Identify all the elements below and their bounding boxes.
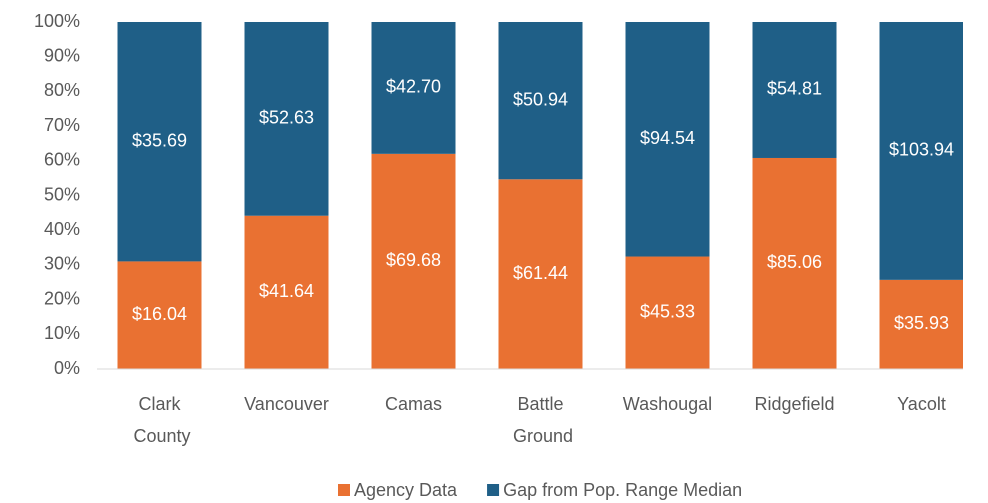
legend-swatch bbox=[487, 484, 500, 496]
bar-segment bbox=[117, 261, 202, 369]
legend-label: Agency Data bbox=[354, 480, 458, 500]
bar-segment bbox=[879, 279, 963, 369]
y-tick-label: 20% bbox=[44, 288, 80, 308]
y-tick-label: 60% bbox=[44, 150, 80, 170]
data-label: $103.94 bbox=[889, 140, 954, 160]
x-tick-label: Yacolt bbox=[897, 394, 946, 414]
y-tick-label: 50% bbox=[44, 184, 80, 204]
data-label: $94.54 bbox=[640, 128, 695, 148]
x-tick-label: Vancouver bbox=[244, 394, 329, 414]
y-tick-label: 90% bbox=[44, 45, 80, 65]
bar-segment bbox=[371, 153, 456, 369]
x-tick-label: Camas bbox=[385, 394, 442, 414]
data-label: $54.81 bbox=[767, 79, 822, 99]
bar-segment bbox=[244, 215, 329, 369]
y-tick-label: 0% bbox=[54, 358, 80, 378]
data-label: $41.64 bbox=[259, 281, 314, 301]
bar-segment bbox=[117, 22, 202, 262]
x-tick-label: Clark County bbox=[128, 394, 190, 446]
bar-segment bbox=[752, 22, 837, 158]
data-label: $16.04 bbox=[132, 304, 187, 324]
legend-swatch bbox=[338, 484, 350, 496]
data-label: $61.44 bbox=[513, 263, 568, 283]
data-label: $35.69 bbox=[132, 130, 187, 150]
bar-segment bbox=[752, 157, 837, 369]
x-tick-label: Ridgefield bbox=[754, 394, 834, 414]
x-tick-label: Washougal bbox=[623, 394, 712, 414]
data-label: $45.33 bbox=[640, 302, 695, 322]
bar-segment bbox=[625, 22, 710, 257]
data-label: $50.94 bbox=[513, 89, 568, 109]
y-tick-label: 70% bbox=[44, 115, 80, 135]
bar-segment bbox=[879, 22, 963, 280]
y-tick-label: 80% bbox=[44, 80, 80, 100]
bar-segment bbox=[498, 179, 583, 369]
plot-area: $16.04 $35.69 $41.64 $52.63 $69.68 $42.70 $61.… bbox=[117, 22, 963, 369]
data-label: $42.70 bbox=[386, 77, 441, 97]
data-label: $52.63 bbox=[259, 108, 314, 128]
y-tick-label: 100% bbox=[34, 11, 80, 31]
x-tick-label: Battle Ground bbox=[508, 394, 573, 446]
data-label: $69.68 bbox=[386, 250, 441, 270]
y-tick-label: 40% bbox=[44, 219, 80, 239]
bar-segment bbox=[625, 256, 710, 369]
data-label: $35.93 bbox=[894, 313, 949, 333]
bar-segment bbox=[498, 22, 583, 180]
y-tick-label: 10% bbox=[44, 323, 80, 343]
data-label: $85.06 bbox=[767, 252, 822, 272]
bar-segment bbox=[371, 22, 456, 154]
legend-label: Gap from Pop. Range Median bbox=[503, 480, 742, 500]
bar-segment bbox=[244, 22, 329, 216]
y-tick-label: 30% bbox=[44, 254, 80, 274]
